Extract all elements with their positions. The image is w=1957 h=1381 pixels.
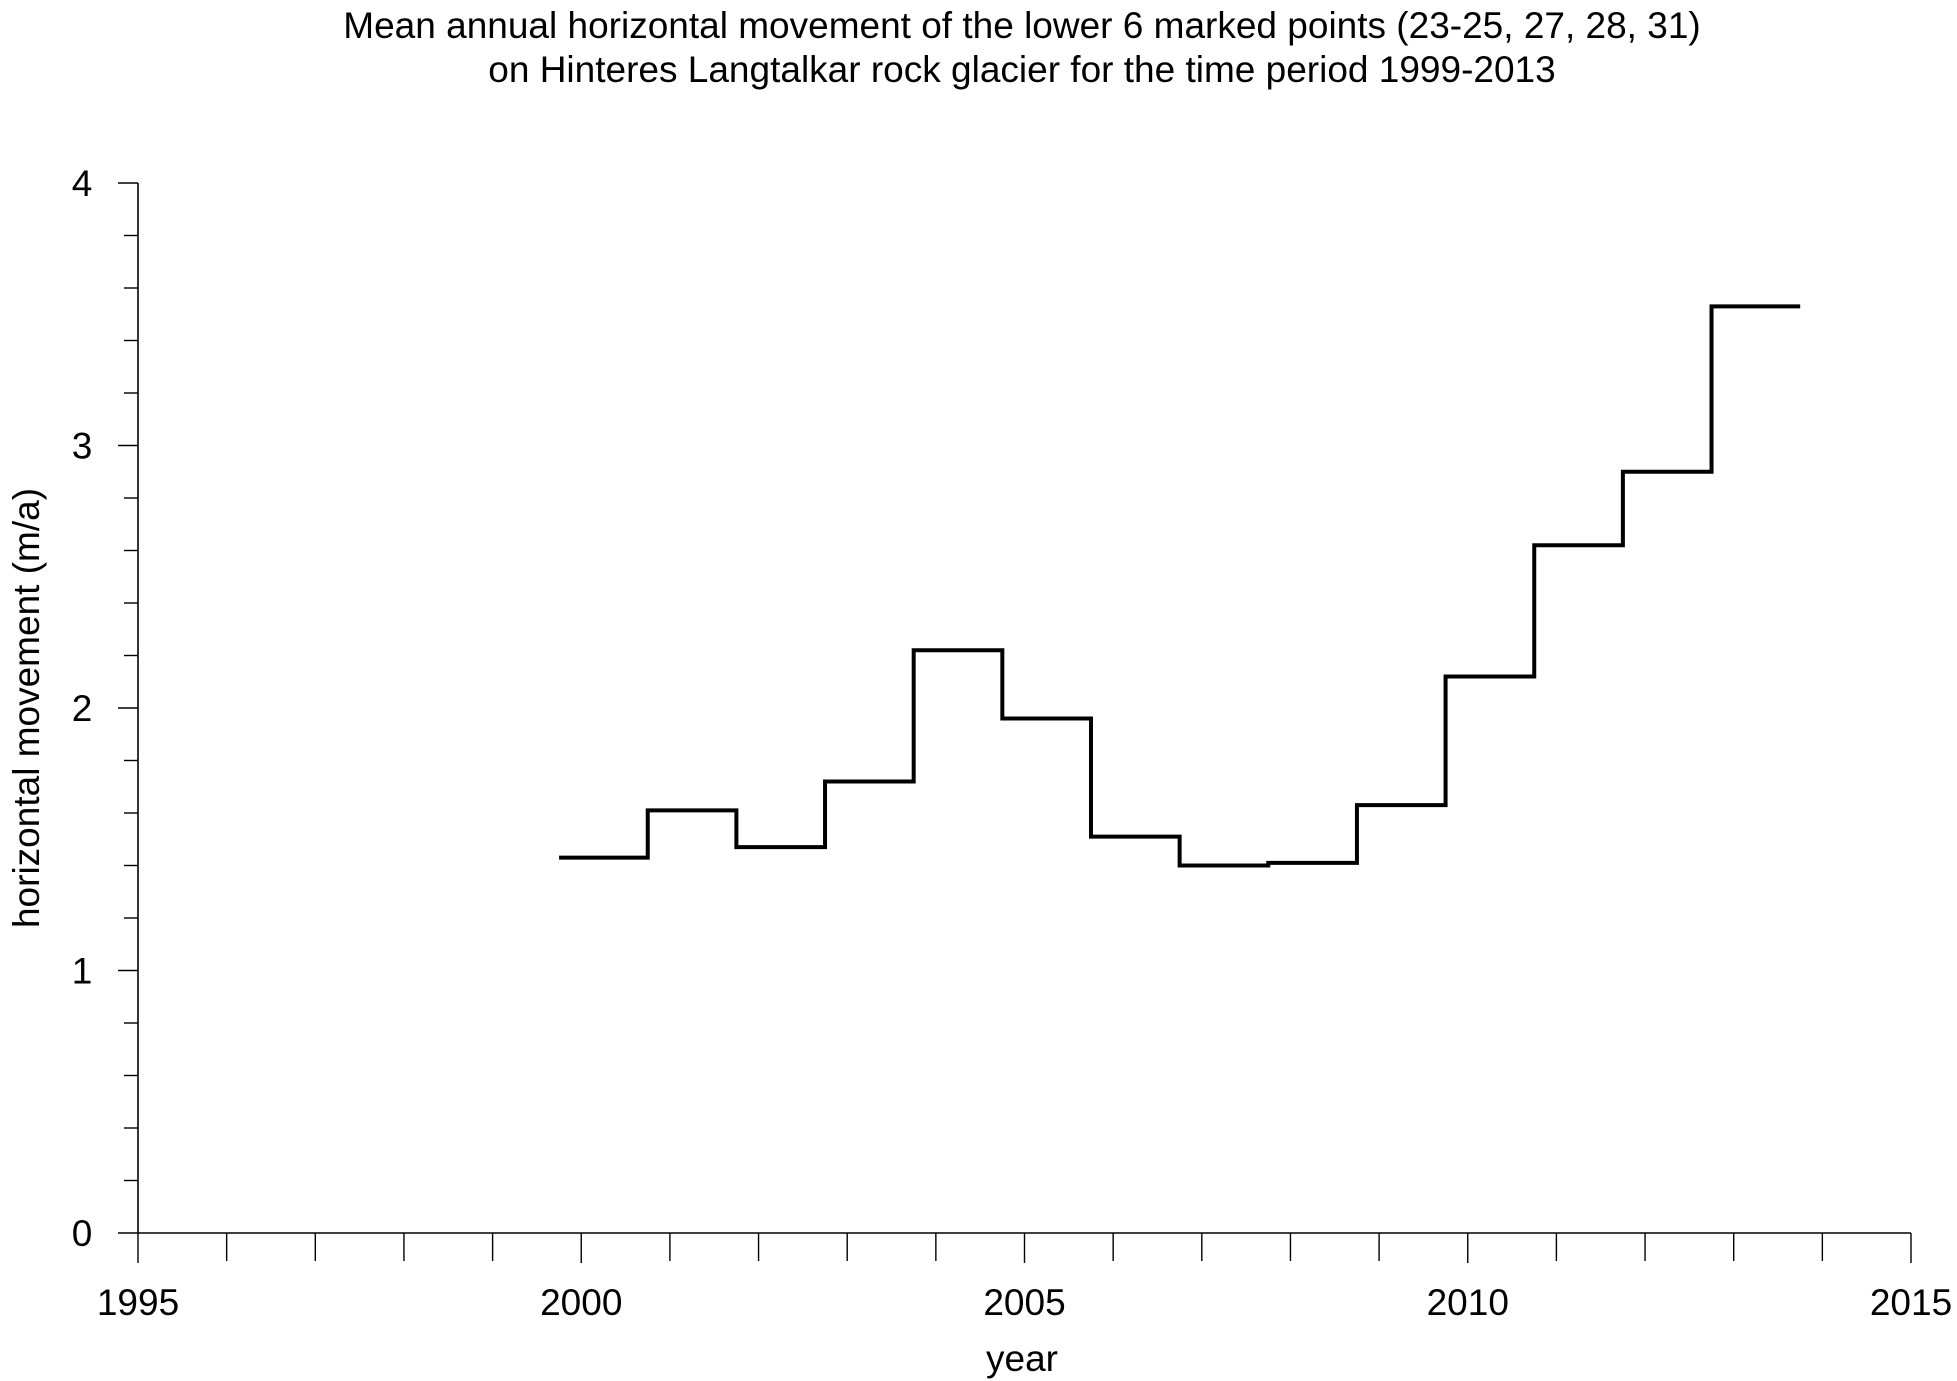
y-axis-label: horizontal movement (m/a): [6, 488, 47, 928]
y-axis-tick-labels: 0 1 2 3 4: [72, 163, 93, 1254]
chart-title: Mean annual horizontal movement of the l…: [343, 5, 1700, 46]
y-tick-label: 3: [72, 426, 93, 467]
x-axis-tick-labels: 1995 2000 2005 2010 2015: [97, 1282, 1952, 1323]
y-axis-ticks: [118, 182, 138, 1234]
y-tick-label: 1: [72, 951, 93, 992]
x-tick-label: 2010: [1427, 1282, 1509, 1323]
x-tick-label: 2000: [540, 1282, 622, 1323]
y-tick-label: 0: [72, 1213, 93, 1254]
x-axis-ticks: [137, 1233, 1912, 1263]
x-tick-label: 2005: [983, 1282, 1065, 1323]
chart-subtitle: on Hinteres Langtalkar rock glacier for …: [488, 49, 1555, 90]
series-step-line: [559, 304, 1801, 868]
x-axis-label: year: [986, 1338, 1058, 1379]
x-tick-label: 2015: [1870, 1282, 1952, 1323]
y-tick-label: 4: [72, 163, 93, 204]
x-tick-label: 1995: [97, 1282, 179, 1323]
y-tick-label: 2: [72, 688, 93, 729]
series-group: [559, 304, 1801, 868]
